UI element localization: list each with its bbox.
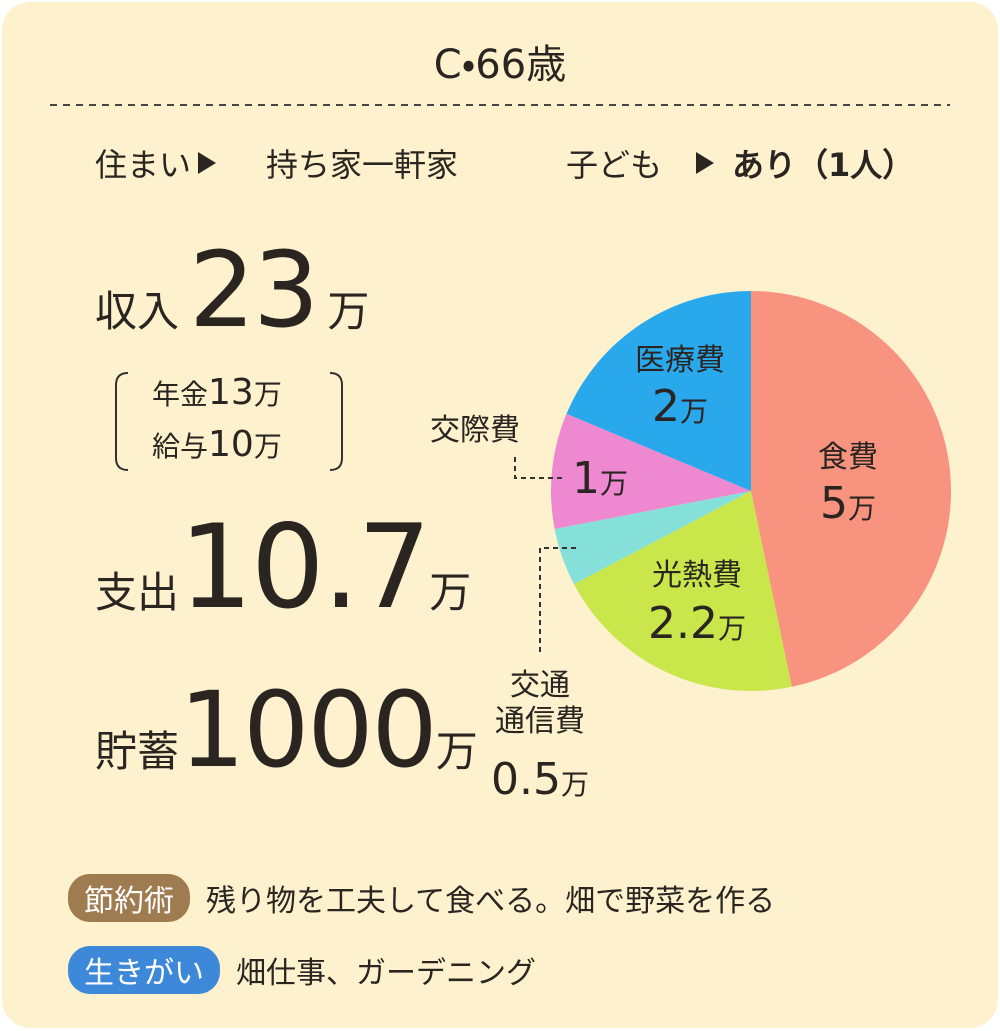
housing-value: 持ち家一軒家 (266, 146, 459, 184)
title: C・66歳 (433, 42, 567, 88)
income-label: 収入 (95, 287, 180, 336)
slice-label: 食費 (818, 440, 878, 475)
slice-value-label: 5万 (819, 478, 877, 529)
slice-label: 交通 通信費 (495, 668, 585, 739)
breakdown-unit: 万 (253, 430, 282, 463)
tip: 生きがい 畑仕事、ガーデニング (68, 946, 536, 994)
slice-value-label: 2万 (651, 381, 709, 432)
children-label: 子ども (566, 146, 663, 184)
expense-label: 支出 (95, 568, 180, 617)
slice-value-label: 2.2万 (648, 598, 746, 649)
housing-label: 住まい (95, 146, 192, 184)
breakdown-label: 給与 (152, 430, 209, 463)
expense: 支出 10.7 万 (95, 510, 471, 626)
tip-text: 残り物を工夫して食べる。畑で野菜を作る (206, 884, 776, 919)
tip: 節約術 残り物を工夫して食べる。畑で野菜を作る (68, 874, 775, 922)
arrow (198, 152, 216, 174)
arrow (696, 152, 714, 174)
children-value: あり（1人） (732, 146, 915, 184)
slice-label: 光熱費 (652, 558, 742, 593)
pie-slice (554, 491, 751, 585)
breakdown-amount: 10 (208, 424, 254, 465)
expense-amount: 10.7 (179, 500, 431, 635)
breakdown-amount: 13 (208, 372, 254, 413)
slice-value-label: 1万 (571, 453, 629, 504)
expense-unit: 万 (429, 568, 472, 617)
tip-tag: 節約術 (68, 874, 190, 922)
savings: 貯蓄 1000 万 (95, 678, 478, 782)
pie-slice (551, 413, 751, 529)
savings-label: 貯蓄 (95, 727, 180, 776)
tip-text: 畑仕事、ガーデニング (236, 956, 536, 991)
slice-label: 医療費 (635, 343, 725, 378)
leader-line (539, 547, 576, 652)
breakdown-label: 年金 (152, 378, 209, 411)
slice-label: 交際費 (430, 413, 520, 448)
savings-unit: 万 (435, 727, 478, 776)
bracket (115, 372, 129, 471)
savings-amount: 1000 (179, 669, 438, 791)
slice-value-label: 0.5万 (491, 754, 589, 805)
income: 収入 23 万 (95, 238, 369, 342)
income-unit: 万 (327, 287, 370, 336)
income-amount: 23 (189, 229, 319, 351)
breakdown-unit: 万 (253, 378, 282, 411)
tip-tag: 生きがい (68, 946, 220, 994)
income-breakdown: 給与 10 万 (152, 424, 282, 465)
bracket (329, 372, 343, 471)
leader-line (514, 457, 566, 479)
pie-slice (574, 491, 792, 691)
pie-slice (566, 291, 751, 491)
pie-slice (751, 291, 951, 687)
income-breakdown: 年金 13 万 (152, 372, 282, 413)
